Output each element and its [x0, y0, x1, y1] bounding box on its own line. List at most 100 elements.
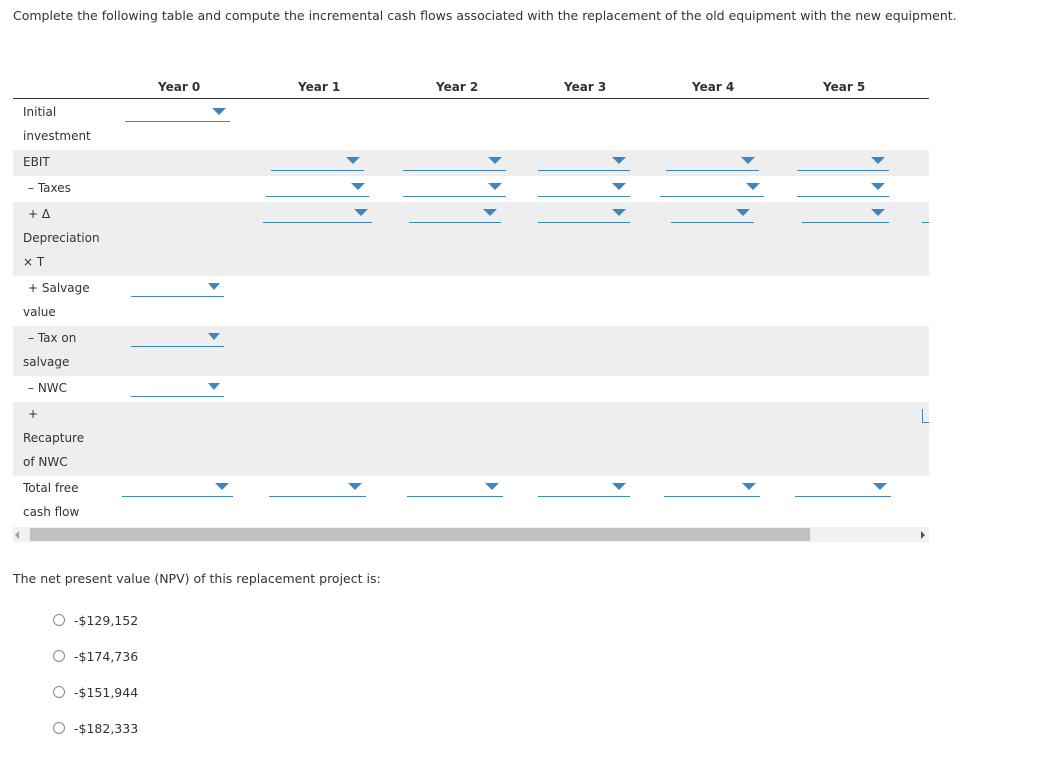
- header-year-3: Year 3: [564, 80, 607, 94]
- dropdown-depreciation-year-3[interactable]: [538, 206, 630, 223]
- header-year-5: Year 5: [823, 80, 866, 94]
- dropdown-taxes-year-2[interactable]: [403, 180, 506, 197]
- row-label-nwc: – NWC: [28, 381, 68, 395]
- dropdown-arrow-icon: [208, 333, 220, 340]
- dropdown-arrow-icon: [742, 483, 756, 490]
- dropdown-total-year-0[interactable]: [122, 480, 233, 497]
- row-recapture-nwc: + Recapture of NWC: [13, 402, 929, 476]
- dropdown-total-year-2[interactable]: [407, 480, 503, 497]
- dropdown-arrow-icon: [488, 183, 502, 190]
- dropdown-arrow-icon: [612, 209, 626, 216]
- dropdown-taxes-year-3[interactable]: [538, 180, 630, 197]
- dropdown-ebit-year-5[interactable]: [797, 154, 889, 171]
- row-label-taxes: – Taxes: [28, 181, 71, 195]
- row-initial-investment: Initial investment: [13, 100, 929, 150]
- dropdown-arrow-icon: [873, 483, 887, 490]
- dropdown-taxes-year-4[interactable]: [660, 180, 764, 197]
- dropdown-arrow-icon: [741, 157, 755, 164]
- dropdown-arrow-icon: [612, 157, 626, 164]
- npv-option-label: -$174,736: [74, 648, 139, 664]
- dropdown-ebit-year-3[interactable]: [538, 154, 630, 171]
- dropdown-arrow-icon: [871, 209, 885, 216]
- dropdown-arrow-icon: [215, 483, 229, 490]
- row-label-recapture-line1: +: [28, 407, 39, 421]
- npv-option-4[interactable]: -$182,333: [53, 720, 138, 736]
- dropdown-total-year-1[interactable]: [269, 480, 366, 497]
- dropdown-nwc-year-0[interactable]: [131, 380, 224, 397]
- row-tax-on-salvage: – Tax on salvage: [13, 326, 929, 376]
- npv-option-2[interactable]: -$174,736: [53, 648, 138, 664]
- scroll-left-arrow-icon[interactable]: [15, 531, 19, 539]
- header-year-4: Year 4: [692, 80, 735, 94]
- scroll-right-arrow-icon[interactable]: [921, 531, 925, 539]
- row-label-recapture-line3: of NWC: [23, 455, 68, 469]
- row-nwc: – NWC: [13, 376, 929, 402]
- dropdown-arrow-icon: [612, 183, 626, 190]
- dropdown-depreciation-year-2[interactable]: [409, 206, 501, 223]
- dropdown-depreciation-year-5[interactable]: [802, 206, 889, 223]
- scrollbar-thumb[interactable]: [30, 528, 810, 541]
- radio-button[interactable]: [53, 686, 65, 698]
- clipped-dropdown-edge: [922, 222, 929, 223]
- npv-option-label: -$129,152: [74, 612, 139, 628]
- dropdown-arrow-icon: [212, 108, 226, 115]
- dropdown-arrow-icon: [208, 383, 220, 390]
- dropdown-arrow-icon: [871, 183, 885, 190]
- dropdown-ebit-year-4[interactable]: [666, 154, 759, 171]
- dropdown-taxes-year-5[interactable]: [797, 180, 889, 197]
- radio-button[interactable]: [53, 614, 65, 626]
- row-label-recapture-line2: Recapture: [23, 431, 85, 445]
- npv-option-label: -$182,333: [74, 720, 139, 736]
- header-year-2: Year 2: [436, 80, 479, 94]
- dropdown-tax-salvage-year-0[interactable]: [131, 330, 224, 347]
- row-taxes: – Taxes: [13, 176, 929, 202]
- dropdown-arrow-icon: [208, 283, 220, 290]
- instruction-text: Complete the following table and compute…: [13, 8, 957, 23]
- row-label-depreciation-line2: Depreciation: [23, 231, 100, 245]
- row-label-salvage-line2: value: [23, 305, 56, 319]
- dropdown-depreciation-year-1[interactable]: [263, 206, 372, 223]
- row-label-tax-salvage-line1: – Tax on: [28, 331, 77, 345]
- dropdown-total-year-3[interactable]: [538, 480, 630, 497]
- radio-button[interactable]: [53, 650, 65, 662]
- radio-button[interactable]: [53, 722, 65, 734]
- dropdown-ebit-year-2[interactable]: [403, 154, 506, 171]
- dropdown-arrow-icon: [736, 209, 750, 216]
- dropdown-arrow-icon: [871, 157, 885, 164]
- npv-question: The net present value (NPV) of this repl…: [13, 571, 381, 586]
- row-label-total-line2: cash flow: [23, 505, 80, 519]
- header-year-0: Year 0: [158, 80, 201, 94]
- clipped-dropdown-edge: [922, 422, 929, 423]
- dropdown-arrow-icon: [346, 157, 360, 164]
- dropdown-arrow-icon: [483, 209, 497, 216]
- npv-option-label: -$151,944: [74, 684, 139, 700]
- dropdown-arrow-icon: [746, 183, 760, 190]
- row-label-depreciation-line3: × T: [23, 255, 45, 269]
- npv-option-3[interactable]: -$151,944: [53, 684, 138, 700]
- row-label-ebit: EBIT: [23, 155, 50, 169]
- dropdown-ebit-year-1[interactable]: [271, 154, 364, 171]
- row-salvage-value: + Salvage value: [13, 276, 929, 326]
- row-label-total-line1: Total free: [23, 481, 79, 495]
- header-year-1: Year 1: [298, 80, 341, 94]
- clipped-dropdown-edge-vertical: [922, 409, 923, 423]
- dropdown-arrow-icon: [354, 209, 368, 216]
- dropdown-arrow-icon: [351, 183, 365, 190]
- horizontal-scrollbar[interactable]: [13, 527, 929, 542]
- dropdown-taxes-year-1[interactable]: [266, 180, 369, 197]
- dropdown-arrow-icon: [612, 483, 626, 490]
- header-divider: [13, 98, 929, 99]
- dropdown-arrow-icon: [488, 157, 502, 164]
- dropdown-total-year-4[interactable]: [664, 480, 760, 497]
- row-label-tax-salvage-line2: salvage: [23, 355, 70, 369]
- row-label-depreciation-line1: + Δ: [28, 207, 51, 221]
- row-label-initial-investment-line2: investment: [23, 129, 91, 143]
- row-depreciation-tax-shield: + Δ Depreciation × T: [13, 202, 929, 276]
- dropdown-total-year-5[interactable]: [795, 480, 891, 497]
- npv-option-1[interactable]: -$129,152: [53, 612, 138, 628]
- dropdown-salvage-year-0[interactable]: [131, 280, 224, 297]
- dropdown-depreciation-year-4[interactable]: [671, 206, 754, 223]
- row-label-initial-investment-line1: Initial: [23, 105, 57, 119]
- row-ebit: EBIT: [13, 150, 929, 176]
- dropdown-initial-investment-year-0[interactable]: [125, 105, 230, 122]
